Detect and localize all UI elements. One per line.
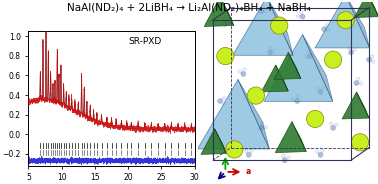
Circle shape: [296, 15, 300, 18]
Polygon shape: [315, 0, 370, 48]
Circle shape: [349, 50, 353, 55]
Polygon shape: [233, 0, 293, 55]
Text: b: b: [218, 143, 224, 152]
Circle shape: [322, 27, 327, 32]
Circle shape: [241, 72, 246, 77]
Polygon shape: [345, 0, 370, 48]
Circle shape: [327, 29, 330, 32]
Circle shape: [243, 68, 246, 71]
Circle shape: [291, 97, 295, 101]
Polygon shape: [274, 52, 301, 79]
Text: SR-PXD: SR-PXD: [128, 37, 161, 46]
Circle shape: [246, 152, 251, 157]
Circle shape: [316, 150, 319, 153]
Circle shape: [268, 50, 273, 55]
Circle shape: [218, 99, 222, 103]
Polygon shape: [264, 35, 333, 101]
Polygon shape: [204, 0, 234, 26]
Polygon shape: [288, 52, 301, 79]
Circle shape: [228, 21, 231, 24]
Polygon shape: [354, 0, 378, 17]
Circle shape: [354, 81, 359, 85]
Circle shape: [282, 154, 285, 158]
Circle shape: [295, 99, 300, 103]
Circle shape: [359, 82, 363, 85]
Circle shape: [300, 10, 303, 14]
Circle shape: [352, 134, 369, 151]
Circle shape: [348, 47, 351, 50]
Polygon shape: [356, 92, 369, 118]
Circle shape: [273, 49, 276, 52]
Polygon shape: [261, 65, 288, 92]
Polygon shape: [220, 0, 234, 25]
Polygon shape: [292, 122, 306, 152]
Circle shape: [247, 87, 265, 104]
Circle shape: [306, 50, 310, 54]
Circle shape: [370, 55, 374, 58]
Circle shape: [282, 158, 287, 163]
Circle shape: [226, 141, 243, 158]
Circle shape: [287, 156, 290, 159]
Circle shape: [259, 9, 264, 14]
Circle shape: [318, 152, 323, 157]
Circle shape: [324, 51, 342, 68]
Circle shape: [245, 149, 248, 153]
Circle shape: [264, 10, 268, 13]
Polygon shape: [266, 0, 293, 55]
Circle shape: [321, 86, 324, 90]
Circle shape: [372, 60, 375, 63]
Circle shape: [367, 57, 372, 62]
Circle shape: [271, 17, 288, 34]
Polygon shape: [275, 122, 306, 153]
Polygon shape: [238, 79, 270, 149]
Circle shape: [296, 95, 299, 98]
Circle shape: [331, 125, 336, 130]
Circle shape: [337, 12, 354, 29]
Circle shape: [318, 90, 323, 94]
Circle shape: [307, 110, 324, 128]
Circle shape: [259, 125, 264, 130]
Circle shape: [260, 122, 264, 125]
Circle shape: [307, 54, 312, 59]
Circle shape: [264, 125, 268, 129]
Polygon shape: [201, 129, 226, 154]
Circle shape: [335, 123, 338, 126]
Circle shape: [250, 149, 253, 153]
Text: NaAl(ND₂)₄ + 2LiBH₄ → Li₂Al(ND₂)₄BH₄ + NaBH₄: NaAl(ND₂)₄ + 2LiBH₄ → Li₂Al(ND₂)₄BH₄ + N…: [67, 3, 311, 13]
Polygon shape: [367, 0, 378, 17]
Polygon shape: [342, 92, 369, 119]
Circle shape: [316, 87, 319, 90]
Circle shape: [224, 17, 227, 21]
Circle shape: [261, 5, 265, 9]
Circle shape: [222, 97, 225, 100]
Text: a: a: [246, 167, 251, 176]
Polygon shape: [198, 79, 270, 149]
Polygon shape: [302, 35, 333, 101]
Circle shape: [357, 77, 360, 81]
Circle shape: [222, 102, 225, 105]
Circle shape: [304, 55, 307, 58]
Circle shape: [325, 24, 328, 27]
Circle shape: [321, 149, 324, 152]
Circle shape: [330, 122, 333, 125]
Polygon shape: [276, 65, 288, 91]
Circle shape: [223, 21, 228, 26]
Polygon shape: [215, 129, 226, 153]
Circle shape: [268, 46, 271, 50]
Circle shape: [238, 70, 241, 73]
Circle shape: [300, 14, 305, 19]
Circle shape: [353, 48, 356, 51]
Circle shape: [217, 47, 234, 65]
